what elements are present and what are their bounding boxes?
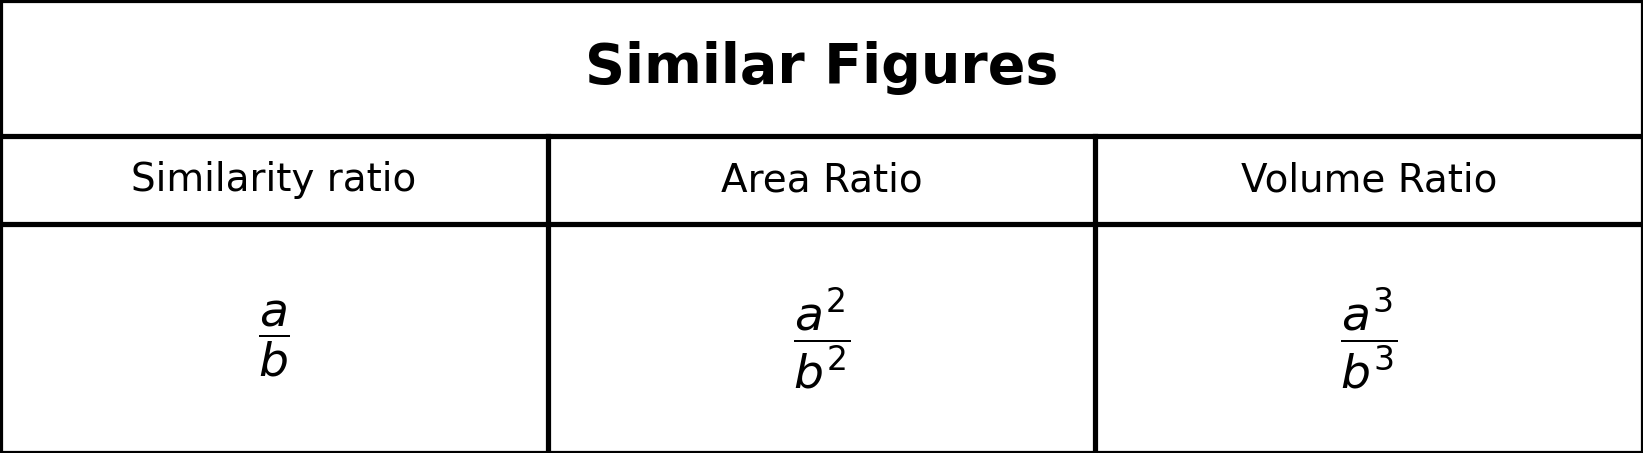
Text: Area Ratio: Area Ratio: [721, 161, 922, 199]
Text: Similarity ratio: Similarity ratio: [131, 161, 416, 199]
Text: Volume Ratio: Volume Ratio: [1240, 161, 1497, 199]
Text: Similar Figures: Similar Figures: [585, 41, 1058, 95]
Text: $\dfrac{a}{b}$: $\dfrac{a}{b}$: [258, 298, 289, 379]
Text: $\dfrac{a^3}{b^3}$: $\dfrac{a^3}{b^3}$: [1341, 286, 1398, 391]
Text: $\dfrac{a^2}{b^2}$: $\dfrac{a^2}{b^2}$: [792, 286, 851, 391]
